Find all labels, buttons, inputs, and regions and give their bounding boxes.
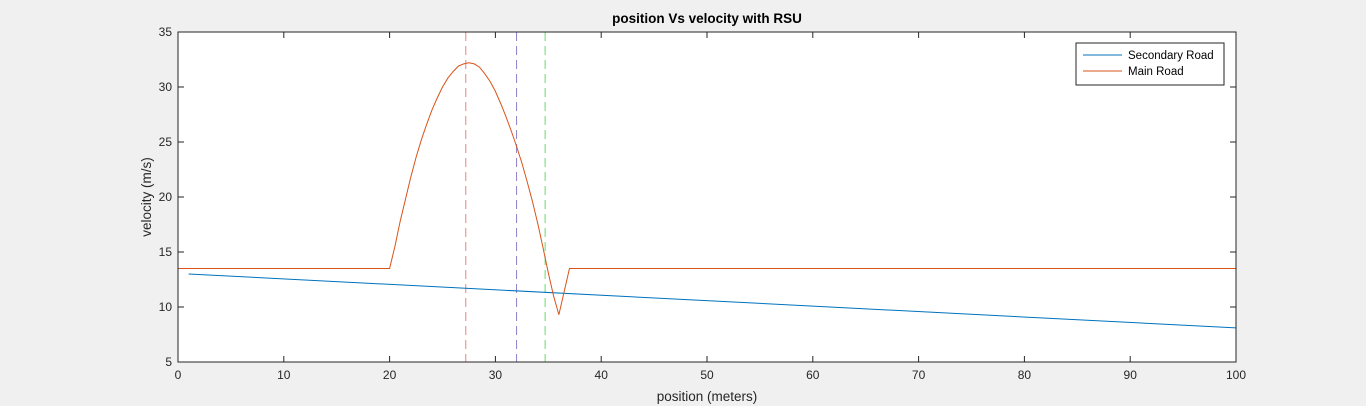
series-line-secondary-road <box>188 273 1237 329</box>
y-tick-label: 35 <box>159 25 173 39</box>
x-tick-label: 80 <box>1018 368 1032 382</box>
y-tick-label: 15 <box>159 245 173 259</box>
x-axis-label: position (meters) <box>657 389 758 404</box>
legend: Secondary Road Main Road <box>1075 42 1225 86</box>
x-tick-label: 90 <box>1124 368 1138 382</box>
y-tick-label: 30 <box>159 80 173 94</box>
x-tick-label: 40 <box>595 368 609 382</box>
x-tick-label: 50 <box>700 368 714 382</box>
y-tick-label: 25 <box>159 135 173 149</box>
series-line-main-road <box>178 62 1236 315</box>
legend-label: Main Road <box>1128 66 1184 78</box>
x-tick-label: 30 <box>489 368 503 382</box>
plot-area <box>178 32 1236 362</box>
x-tick-label: 0 <box>175 368 182 382</box>
x-tick-label: 70 <box>912 368 926 382</box>
chart-title: position Vs velocity with RSU <box>612 11 802 26</box>
x-tick-label: 100 <box>1226 368 1246 382</box>
y-tick-label: 20 <box>159 190 173 204</box>
x-tick-label: 20 <box>383 368 397 382</box>
y-axis-label: velocity (m/s) <box>139 157 154 237</box>
y-tick-label: 10 <box>159 300 173 314</box>
x-tick-label: 60 <box>806 368 820 382</box>
y-tick-label: 5 <box>165 355 172 369</box>
legend-label: Secondary Road <box>1128 50 1214 62</box>
legend-box <box>1075 42 1225 86</box>
x-tick-label: 10 <box>277 368 291 382</box>
